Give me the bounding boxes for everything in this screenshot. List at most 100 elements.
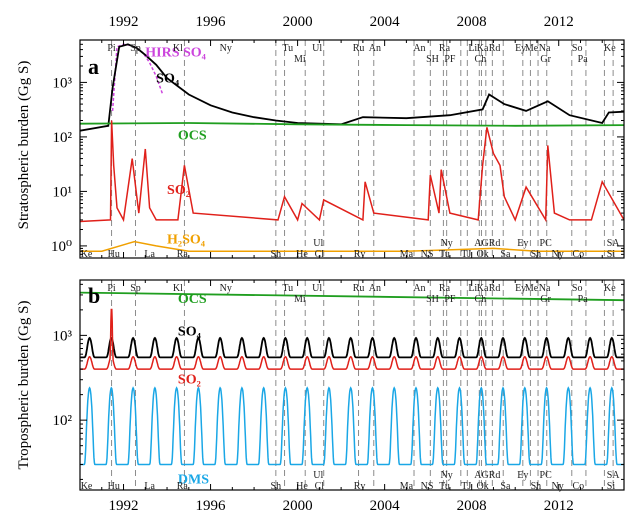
panel-b-series-so-line	[80, 336, 624, 359]
panel-a-eruption-top-label: Kl	[173, 43, 183, 54]
panel-b-eruption-top-label: Ch	[475, 294, 487, 305]
panel-a-eruption-bottom-label: Ny	[441, 238, 453, 249]
panel-a-eruption-bottom-label: Cl	[315, 249, 325, 260]
panel-b-series-dms-line	[80, 386, 624, 466]
panel-a-series-group	[80, 43, 624, 252]
panel-b-eruption-top-label: Pi	[107, 283, 116, 294]
panel-b-eruption-bottom-label: Sa	[500, 481, 511, 492]
top-xtick-label: 1996	[196, 14, 227, 30]
panel-b-eruption-bottom-label: La	[144, 481, 155, 492]
panel-a-eruption-bottom-label: Ma	[400, 249, 414, 260]
panel-a-eruption-top-label: Sp	[130, 43, 141, 54]
bottom-xtick-label: 2012	[544, 498, 574, 514]
panel-a-ytick-label: 10⁰	[51, 239, 72, 255]
panel-a-eruption-top-label: So	[572, 43, 583, 54]
panel-a-eruption-bottom-label: PC	[540, 238, 553, 249]
bottom-xtick-label: 2008	[457, 498, 487, 514]
panel-a-eruption-top-label: Ra	[439, 43, 451, 54]
panel-b-eruption-top-label: Sp	[130, 283, 141, 294]
panel-b-eruption-top-label: Ka	[477, 283, 489, 294]
panel-a-series-hso-line	[80, 240, 624, 252]
panel-b-eruption-top-label: Na	[539, 283, 551, 294]
top-xtick-label: 2004	[370, 14, 401, 30]
panel-a-eruption-top-label: Gr	[540, 54, 551, 65]
panel-b-eruption-bottom-label: Rv	[354, 481, 366, 492]
bottom-xtick-label: 1996	[196, 498, 227, 514]
top-xtick-label: 2000	[283, 14, 313, 30]
panel-b-eruption-top-label: So	[572, 283, 583, 294]
panel-b-letter: b	[88, 283, 100, 308]
panel-b-eruption-bottom-label: Ey	[517, 470, 528, 481]
panel-a-eruption-top-label: Mi	[294, 54, 306, 65]
panel-a-series-label: SO₂	[167, 183, 190, 198]
panel-b-eruption-bottom-label: Sh	[271, 481, 282, 492]
panel-b-eruption-top-label: Ra	[439, 283, 451, 294]
top-xtick-label: 2012	[544, 14, 574, 30]
panel-a-eruption-top-label: Ey	[515, 43, 526, 54]
panel-b-eruption-bottom-label: Ra	[177, 481, 189, 492]
panel-a-eruption-bottom-label: SA	[607, 238, 621, 249]
panel-a-ytick-label: 10³	[53, 75, 73, 91]
panel-a-eruption-top-label: PF	[444, 54, 456, 65]
panel-b-frame	[79, 279, 625, 491]
panel-a-eruption-top-label: Ru	[353, 43, 365, 54]
top-xtick-label: 2008	[457, 14, 487, 30]
panel-a-eruption-bottom-label: AG	[474, 238, 488, 249]
panel-b-eruption-top-label: Tu	[282, 283, 293, 294]
panel-b-eruption-bottom-label: NS	[421, 481, 434, 492]
panel-a-eruption-bottom-label: La	[144, 249, 155, 260]
panel-b-ytick-label: 10²	[53, 413, 73, 429]
panel-a-eruption-top-label: Pa	[578, 54, 589, 65]
panel-a-series-label: H₂SO₄	[167, 233, 206, 248]
panel-a-eruption-bottom-label: Ok	[476, 249, 488, 260]
panel-a-eruption-bottom-label: Ny	[552, 249, 564, 260]
panel-b-eruption-top-label: SH	[426, 294, 439, 305]
panel-a-eruption-top-label: Ul	[312, 43, 322, 54]
panel-b-series-label: OCS	[178, 292, 207, 307]
panel-a-eruption-bottom-label: Ey	[517, 238, 528, 249]
panel-a-series-label: OCS	[178, 128, 207, 143]
panel-b-eruption-bottom-label: Rd	[489, 470, 501, 481]
panel-b-eruption-bottom-label: Ma	[400, 481, 414, 492]
panel-a-eruption-bottom-label: Sh	[531, 249, 542, 260]
bottom-xtick-label: 2004	[370, 498, 401, 514]
panel-a-eruption-bottom-label: Ul	[313, 238, 323, 249]
panel-a-eruption-top-label: An	[413, 43, 425, 54]
panel-b-series-group	[80, 291, 624, 466]
panel-a-series-so-line	[80, 43, 624, 132]
panel-b-ytick-label: 10³	[53, 328, 73, 344]
panel-b-eruption-top-label: Mi	[294, 294, 306, 305]
panel-b-eruption-bottom-label: AG	[474, 470, 488, 481]
panel-a-eruption-top-label: Ny	[220, 43, 232, 54]
panel-b-ylabel: Tropospheric burden (Gg S)	[16, 300, 32, 469]
panel-b-eruption-top-label: Ny	[220, 283, 232, 294]
panel-a-eruption-top-label: An	[369, 43, 381, 54]
panel-a-eruption-top-label: Ke	[604, 43, 616, 54]
panel-a-ytick-label: 10²	[53, 130, 73, 146]
panel-a-eruption-bottom-label: Sa	[500, 249, 511, 260]
panel-a-eruption-bottom-label: Rd	[489, 238, 501, 249]
panel-a-series-label: SO₄	[156, 71, 180, 86]
panel-a-eruption-top-label: Li	[468, 43, 477, 54]
bottom-xtick-label: 1992	[109, 498, 139, 514]
panel-a-eruption-top-label: Me	[525, 43, 539, 54]
panel-a-eruption-bottom-label: Sh	[271, 249, 282, 260]
panel-a-eruption-bottom-label: Si	[607, 249, 616, 260]
top-xtick-label: 1992	[109, 14, 139, 30]
panel-a-eruption-bottom-label: Rv	[354, 249, 366, 260]
panel-b-eruption-top-label: Ru	[353, 283, 365, 294]
panel-a-eruption-bottom-label: Ke	[81, 249, 93, 260]
panel-b-eruption-bottom-label: Ok	[476, 481, 488, 492]
panel-b-eruption-top-label: PF	[444, 294, 456, 305]
panel-b-eruption-top-label: Kl	[173, 283, 183, 294]
bottom-xtick-label: 2000	[283, 498, 313, 514]
panel-b-eruption-top-label: Li	[468, 283, 477, 294]
panel-b-eruption-top-label: Ke	[604, 283, 616, 294]
panel-b-eruption-top-label: Pa	[578, 294, 589, 305]
panel-b-eruption-bottom-label: Sh	[531, 481, 542, 492]
panel-a-letter: a	[88, 54, 99, 79]
panel-a-eruption-top-label: Ch	[475, 54, 487, 65]
panel-a-series-label: HIRS SO₄	[145, 45, 206, 60]
